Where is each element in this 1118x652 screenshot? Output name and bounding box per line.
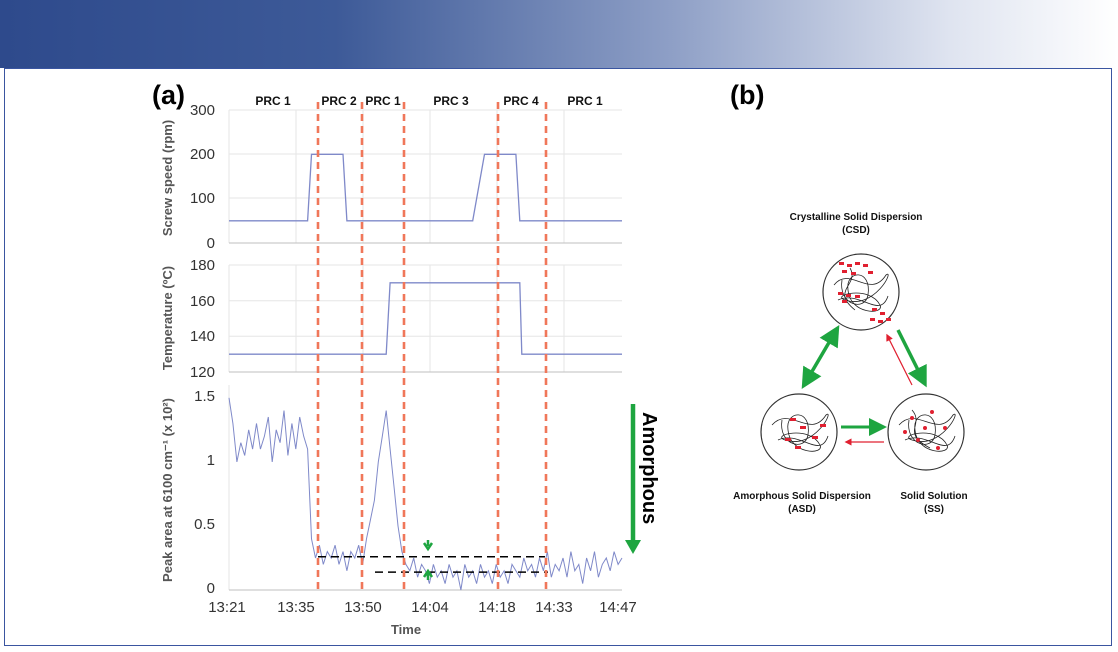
drug-mark [812, 436, 818, 439]
phase-dividers [316, 102, 548, 592]
drug-mark [910, 416, 914, 420]
crystal-mark [855, 262, 860, 265]
drug-mark [936, 446, 940, 450]
y-tick-label: 200 [190, 146, 215, 163]
y-tick-label: 1 [207, 452, 215, 469]
crystal-mark [872, 308, 877, 311]
drug-mark [923, 426, 927, 430]
phase-header-1: PRC 1 [255, 94, 291, 108]
asd-particle [760, 393, 838, 471]
phase-header-6: PRC 1 [567, 94, 603, 108]
y-tick-label: 120 [190, 364, 215, 381]
polymer-tangle [771, 413, 829, 452]
crystal-mark [842, 270, 847, 273]
x-axis-label: Time [391, 622, 421, 637]
crystal-mark [839, 262, 844, 265]
phase-diagram: Crystalline Solid Dispersion (CSD) Amorp… [733, 212, 968, 515]
amorphous-indicator: Amorphous [625, 404, 660, 554]
header-banner [0, 0, 1118, 68]
y-tick-label: 160 [190, 293, 215, 310]
crystal-mark [846, 294, 851, 297]
crystal-mark [842, 300, 847, 303]
peak-area-chart: 1.5 1 0.5 0 Peak area at 6100 cm⁻¹ (x 10… [160, 385, 637, 637]
crystal-mark [838, 292, 843, 295]
phase-header-2: PRC 2 [321, 94, 357, 108]
drug-mark [903, 430, 907, 434]
phase-header-4: PRC 3 [433, 94, 469, 108]
csd-asd-arrow [801, 324, 840, 390]
crystal-mark [868, 271, 873, 274]
crystal-mark [886, 318, 891, 321]
drug-marks [903, 410, 947, 450]
x-tick-label: 13:50 [344, 599, 382, 616]
x-tick-label: 14:04 [411, 599, 449, 616]
drug-mark [820, 424, 826, 427]
panel-a-label: (a) [152, 80, 185, 110]
x-tick-label: 14:18 [478, 599, 516, 616]
peak-area-y-label: Peak area at 6100 cm⁻¹ (x 10²) [160, 398, 175, 582]
y-tick-label: 180 [190, 257, 215, 274]
crystal-marks [838, 262, 891, 323]
panel-b-label: (b) [730, 80, 764, 110]
ss-csd-arrow [886, 333, 913, 386]
temperature-y-label: Temperature (ºC) [160, 266, 175, 370]
peak-area-line [228, 397, 623, 591]
screw-speed-grid [228, 109, 622, 243]
figure-frame [4, 68, 1112, 646]
y-tick-label: 300 [190, 102, 215, 119]
drug-mark [943, 426, 947, 430]
y-tick-label: 0 [207, 235, 215, 252]
x-tick-label: 13:35 [277, 599, 315, 616]
drug-mark [800, 426, 806, 429]
amorphous-label: Amorphous [638, 412, 660, 524]
amorphous-arrow-head [625, 540, 641, 554]
crystal-mark [880, 312, 885, 315]
drug-mark [785, 438, 791, 441]
ss-name: Solid Solution [900, 491, 967, 502]
crystal-mark [870, 318, 875, 321]
ss-abbr: (SS) [924, 504, 944, 515]
ss-circle [887, 393, 965, 471]
green-down-marker [422, 540, 434, 552]
y-tick-label: 1.5 [194, 388, 215, 405]
y-tick-label: 0 [207, 580, 215, 597]
crystal-mark [847, 264, 852, 267]
asd-circle [760, 393, 838, 471]
y-tick-label: 140 [190, 328, 215, 345]
phase-headers: PRC 1 PRC 2 PRC 1 PRC 3 PRC 4 PRC 1 [255, 94, 603, 108]
ss-particle [887, 393, 965, 471]
crystal-mark [855, 295, 860, 298]
drug-marks [785, 418, 826, 449]
screw-speed-line [229, 153, 622, 222]
screw-speed-chart: 300 200 100 0 Screw speed (rpm) [160, 102, 622, 252]
asd-name: Amorphous Solid Dispersion [733, 491, 871, 502]
crystal-mark [863, 264, 868, 267]
x-tick-label: 13:21 [208, 599, 246, 616]
crystal-mark [878, 320, 883, 323]
drug-mark [790, 418, 796, 421]
phase-header-3: PRC 1 [365, 94, 401, 108]
csd-ss-arrow [896, 329, 927, 388]
x-tick-label: 14:47 [599, 599, 637, 616]
csd-name: Crystalline Solid Dispersion [790, 212, 923, 223]
temperature-chart: 180 160 140 120 Temperature (ºC) [160, 257, 622, 381]
phase-header-5: PRC 4 [503, 94, 539, 108]
asd-abbr: (ASD) [788, 504, 816, 515]
y-tick-label: 0.5 [194, 516, 215, 533]
drug-mark [916, 438, 920, 442]
temperature-grid [228, 264, 622, 372]
csd-particle [822, 253, 900, 331]
temperature-line [229, 282, 622, 355]
y-tick-label: 100 [190, 190, 215, 207]
drug-mark [795, 446, 801, 449]
polymer-tangle [898, 409, 956, 452]
screw-speed-y-label: Screw speed (rpm) [160, 120, 175, 236]
x-tick-label: 14:33 [535, 599, 573, 616]
crystal-mark [851, 272, 856, 275]
green-up-marker [422, 568, 434, 580]
csd-abbr: (CSD) [842, 225, 870, 236]
drug-mark [930, 410, 934, 414]
